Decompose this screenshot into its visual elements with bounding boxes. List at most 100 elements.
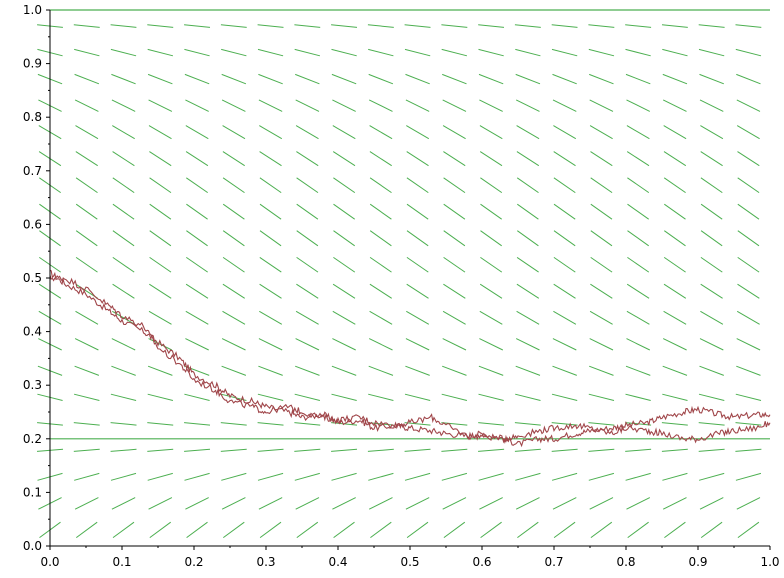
- slope-segment: [184, 422, 211, 426]
- slope-segment: [699, 338, 724, 351]
- slope-segment: [110, 393, 137, 401]
- slope-segment: [552, 73, 577, 85]
- slope-segment: [74, 99, 99, 112]
- slope-segment: [368, 99, 393, 112]
- slope-segment: [626, 125, 650, 140]
- slope-segment: [443, 151, 466, 167]
- slope-segment: [220, 24, 247, 28]
- slope-segment: [553, 521, 576, 539]
- slope-segment: [700, 177, 723, 194]
- slope-segment: [553, 203, 576, 220]
- slope-segment: [333, 203, 355, 220]
- slope-segment: [516, 125, 540, 140]
- slope-segment: [75, 230, 98, 247]
- slope-segment: [221, 99, 246, 112]
- slope-segment: [551, 472, 578, 481]
- slope-segment: [480, 177, 503, 194]
- x-tick-label: 0.6: [472, 555, 491, 569]
- slope-segment: [294, 393, 321, 401]
- slope-segment: [700, 256, 723, 273]
- slope-segment: [700, 310, 724, 325]
- slope-segment: [442, 497, 467, 510]
- slope-segment: [625, 365, 651, 376]
- slope-segment: [148, 338, 173, 351]
- slope-segment: [441, 422, 468, 426]
- slope-segment: [588, 48, 615, 57]
- slope-segment: [735, 48, 762, 57]
- slope-segment: [479, 283, 503, 299]
- slope-segment: [257, 472, 284, 481]
- slope-segment: [442, 99, 467, 112]
- slope-segment: [404, 448, 431, 452]
- slope-segment: [296, 151, 319, 167]
- slope-segment: [331, 24, 358, 28]
- slope-segment: [185, 283, 209, 299]
- slope-segment: [111, 338, 136, 351]
- slope-segment: [221, 472, 247, 481]
- slope-segment: [149, 230, 172, 247]
- slope-segment: [331, 472, 357, 481]
- slope-segment: [737, 230, 760, 247]
- x-tick-label: 0.8: [616, 555, 635, 569]
- slope-segment: [515, 393, 541, 401]
- slope-segment: [480, 521, 502, 539]
- x-tick-label: 0.9: [688, 555, 707, 569]
- slope-segment: [590, 256, 613, 273]
- slope-segment: [737, 151, 760, 167]
- slope-segment: [553, 283, 576, 299]
- slope-segment: [259, 283, 282, 299]
- slope-segment: [478, 448, 505, 452]
- slope-segment: [626, 310, 650, 325]
- slope-segment: [149, 177, 172, 194]
- slope-segment: [221, 365, 247, 376]
- slope-segment: [406, 283, 429, 299]
- slope-segment: [333, 256, 356, 273]
- slope-segment: [590, 151, 613, 167]
- axes: 0.0 0.1 0.2 0.3 0.4 0.5 0.6 0.7 0.8 0.9 1.0 0.0 0.1 0…: [23, 3, 780, 569]
- slope-segment: [589, 125, 613, 140]
- slope-segment: [441, 48, 468, 57]
- slope-segment: [294, 48, 321, 57]
- slope-segment: [552, 365, 577, 376]
- slope-segment: [480, 256, 503, 273]
- slope-segment: [441, 448, 468, 452]
- slope-segment: [75, 125, 99, 140]
- y-tick-label: 1.0: [23, 3, 42, 17]
- slope-segment: [664, 230, 686, 247]
- slope-segment: [662, 338, 687, 351]
- series-line: [49, 269, 771, 448]
- y-tick-label: 0.0: [23, 539, 42, 553]
- slope-segment: [662, 393, 688, 401]
- y-tick-label: 0.3: [23, 378, 42, 392]
- slope-segment: [405, 338, 430, 351]
- slope-segment: [331, 448, 358, 452]
- slope-segment: [331, 73, 357, 85]
- slope-segment: [515, 99, 540, 112]
- slope-segment: [551, 448, 578, 452]
- slope-segment: [112, 151, 135, 167]
- slope-segment: [443, 177, 466, 194]
- slope-segment: [223, 521, 245, 539]
- slope-segment: [736, 73, 761, 85]
- slope-segment: [259, 230, 282, 247]
- slope-segment: [441, 24, 468, 28]
- slope-segment: [661, 422, 688, 426]
- slope-segment: [700, 151, 723, 167]
- slope-segment: [296, 230, 319, 247]
- slope-segment: [589, 99, 614, 112]
- slope-segment: [295, 310, 319, 325]
- slope-segment: [478, 73, 504, 85]
- slope-segment: [443, 283, 466, 299]
- slope-segment: [517, 203, 539, 220]
- slope-segment: [257, 24, 284, 28]
- slope-segment: [296, 177, 319, 194]
- slope-segment: [735, 472, 762, 481]
- slope-segment: [222, 230, 245, 247]
- slope-segment: [736, 125, 760, 140]
- slope-segment: [332, 338, 356, 351]
- slope-segment: [258, 497, 283, 510]
- slope-segment: [221, 338, 246, 351]
- slope-segment: [74, 73, 100, 85]
- slope-segment: [406, 230, 429, 247]
- slope-segment: [589, 338, 614, 351]
